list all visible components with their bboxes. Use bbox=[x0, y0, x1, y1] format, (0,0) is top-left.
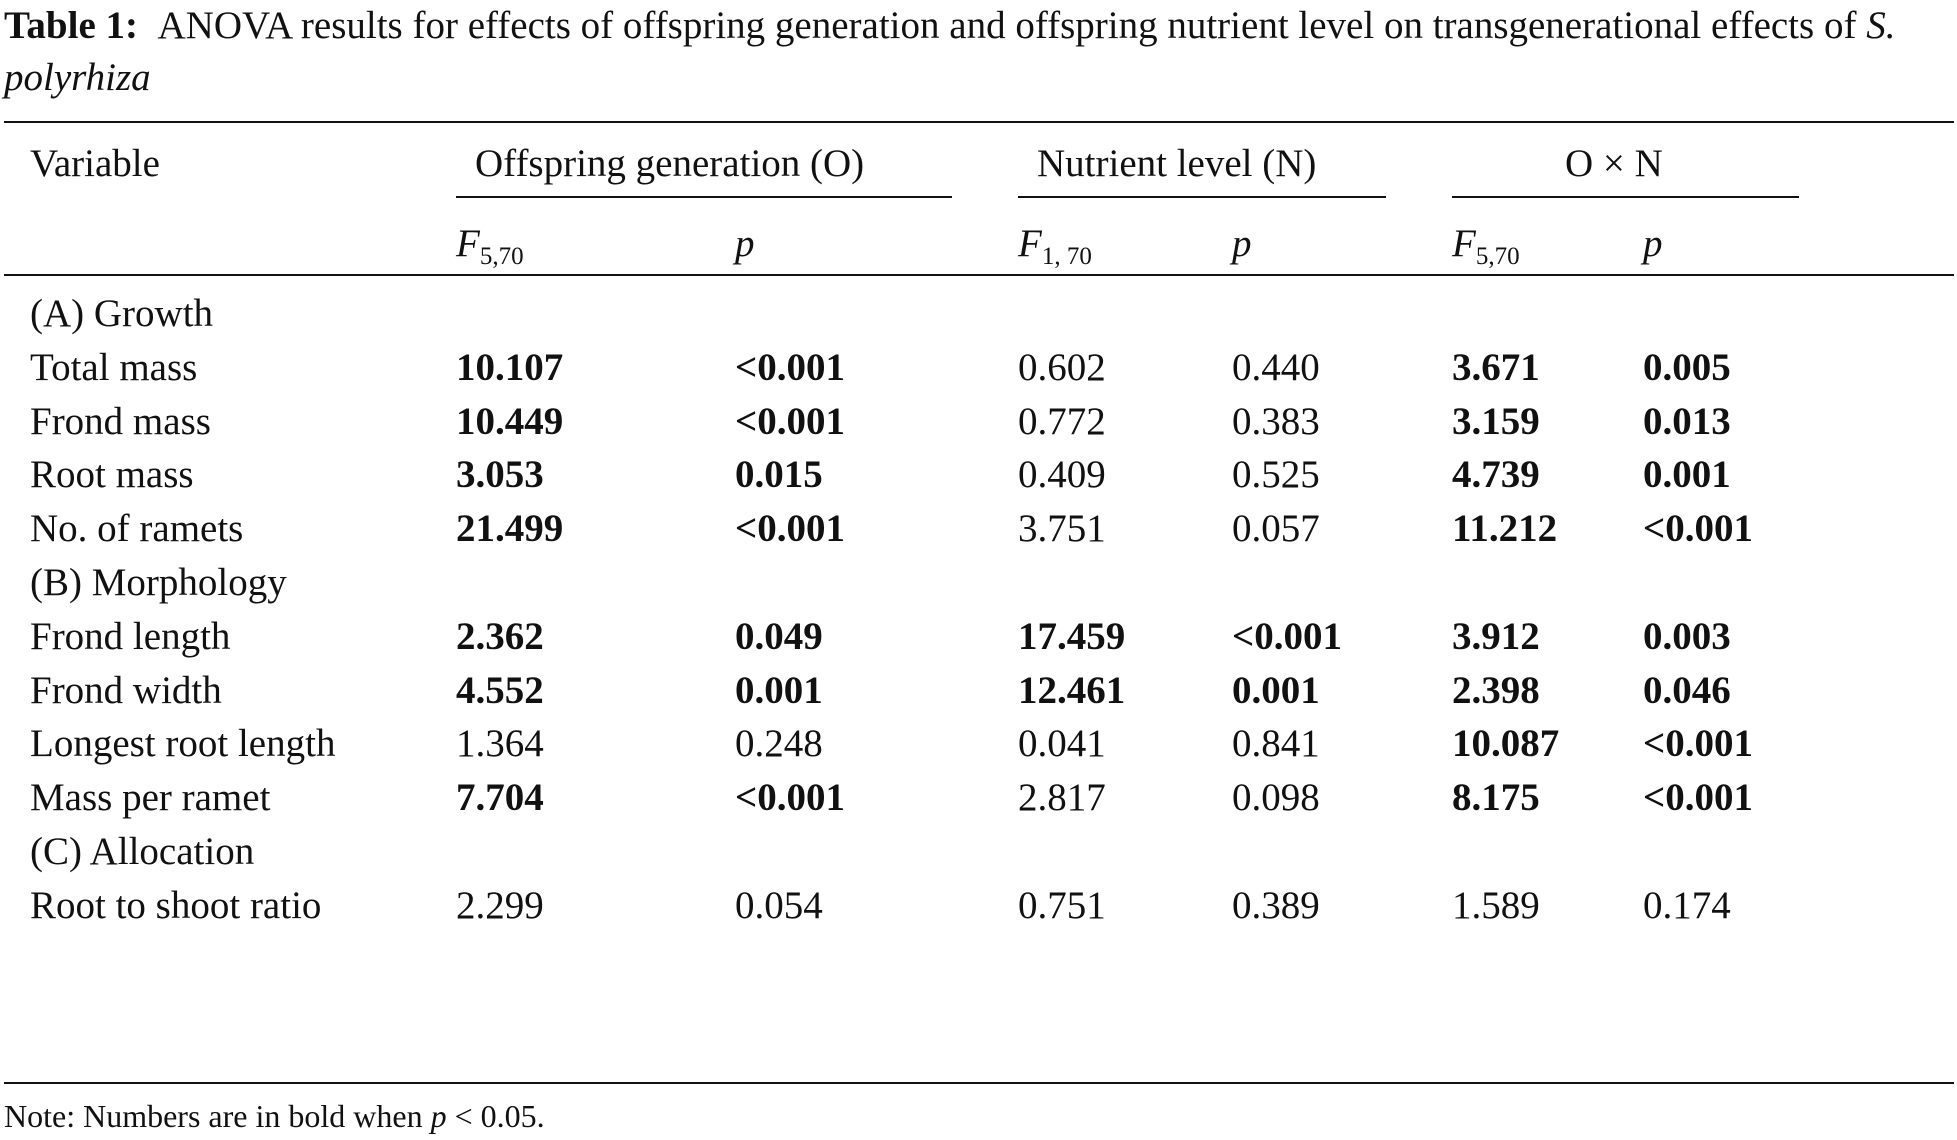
cell-p-interaction: <0.001 bbox=[1643, 722, 1753, 766]
cell-p-interaction: 0.001 bbox=[1643, 453, 1731, 497]
cell-p-nutrient: <0.001 bbox=[1232, 614, 1342, 658]
cell-f-offspring: 7.704 bbox=[456, 776, 544, 820]
row-label: Frond mass bbox=[30, 399, 211, 443]
row-label: No. of ramets bbox=[30, 507, 244, 551]
cell-p-interaction: 0.046 bbox=[1643, 668, 1731, 712]
row-label: Mass per ramet bbox=[30, 776, 271, 820]
cell-p-offspring: <0.001 bbox=[735, 399, 845, 443]
cell-p-offspring: 0.049 bbox=[735, 614, 823, 658]
cell-p-interaction: 0.013 bbox=[1643, 399, 1731, 443]
cell-f-offspring: 2.299 bbox=[456, 883, 544, 927]
cell-f-interaction: 3.912 bbox=[1452, 614, 1540, 658]
cell-p-interaction: <0.001 bbox=[1643, 507, 1753, 551]
row-label: Root mass bbox=[30, 453, 194, 497]
cell-f-offspring: 2.362 bbox=[456, 614, 544, 658]
cell-p-nutrient: 0.525 bbox=[1232, 453, 1320, 497]
cell-f-nutrient: 0.772 bbox=[1018, 399, 1106, 443]
cell-f-offspring: 3.053 bbox=[456, 453, 544, 497]
cell-p-interaction: 0.005 bbox=[1643, 345, 1731, 389]
cell-f-nutrient: 12.461 bbox=[1018, 668, 1126, 712]
cell-f-nutrient: 0.041 bbox=[1018, 722, 1106, 766]
row-label: Longest root length bbox=[30, 722, 336, 766]
cell-f-interaction: 4.739 bbox=[1452, 453, 1540, 497]
cell-f-interaction: 1.589 bbox=[1452, 883, 1540, 927]
cell-p-nutrient: 0.389 bbox=[1232, 883, 1320, 927]
cell-p-nutrient: 0.098 bbox=[1232, 776, 1320, 820]
header-variable: Variable bbox=[30, 142, 160, 185]
cell-p-interaction: 0.174 bbox=[1643, 883, 1731, 927]
header-group-offspring: Offspring generation (O) bbox=[475, 142, 865, 185]
cell-f-offspring: 10.107 bbox=[456, 345, 564, 389]
cell-f-interaction: 3.671 bbox=[1452, 345, 1540, 389]
cell-f-interaction: 2.398 bbox=[1452, 668, 1540, 712]
cell-f-offspring: 10.449 bbox=[456, 399, 564, 443]
cell-f-nutrient: 0.751 bbox=[1018, 883, 1106, 927]
caption-label: Table 1: bbox=[4, 4, 139, 47]
header-group-interaction: O × N bbox=[1565, 142, 1663, 185]
cell-p-nutrient: 0.001 bbox=[1232, 668, 1320, 712]
section-heading: (A) Growth bbox=[30, 292, 214, 335]
table-caption: Table 1: ANOVA results for effects of of… bbox=[4, 0, 1954, 104]
cell-f-nutrient: 0.602 bbox=[1018, 345, 1106, 389]
cell-p-offspring: <0.001 bbox=[735, 345, 845, 389]
cell-f-offspring: 21.499 bbox=[456, 507, 564, 551]
row-label: Total mass bbox=[30, 345, 198, 389]
cell-f-interaction: 8.175 bbox=[1452, 776, 1540, 820]
cell-f-interaction: 11.212 bbox=[1452, 507, 1558, 551]
cell-p-nutrient: 0.057 bbox=[1232, 507, 1320, 551]
section-heading: (B) Morphology bbox=[30, 561, 287, 604]
cell-f-nutrient: 3.751 bbox=[1018, 507, 1106, 551]
cell-p-offspring: 0.015 bbox=[735, 453, 823, 497]
cell-p-offspring: 0.248 bbox=[735, 722, 823, 766]
group-underline-interaction bbox=[1452, 196, 1799, 198]
cell-p-nutrient: 0.841 bbox=[1232, 722, 1320, 766]
subheader-p-offspring: p bbox=[735, 222, 755, 265]
table-note: Note: Numbers are in bold when p < 0.05. bbox=[4, 1098, 545, 1134]
section-heading: (C) Allocation bbox=[30, 830, 255, 873]
table-bottom-rule bbox=[4, 1082, 1954, 1084]
subheader-p-nutrient: p bbox=[1232, 222, 1252, 265]
caption-text: ANOVA results for effects of offspring g… bbox=[157, 4, 1857, 47]
subheader-f-offspring: F5,70 bbox=[456, 222, 524, 270]
cell-f-nutrient: 17.459 bbox=[1018, 614, 1126, 658]
cell-f-nutrient: 0.409 bbox=[1018, 453, 1106, 497]
row-label: Frond width bbox=[30, 668, 222, 712]
cell-f-nutrient: 2.817 bbox=[1018, 776, 1106, 820]
cell-f-offspring: 4.552 bbox=[456, 668, 544, 712]
row-label: Frond length bbox=[30, 614, 231, 658]
table-top-rule bbox=[4, 121, 1954, 123]
cell-p-nutrient: 0.440 bbox=[1232, 345, 1320, 389]
cell-f-offspring: 1.364 bbox=[456, 722, 544, 766]
subheader-f-nutrient: F1, 70 bbox=[1018, 222, 1092, 270]
cell-f-interaction: 10.087 bbox=[1452, 722, 1560, 766]
cell-p-nutrient: 0.383 bbox=[1232, 399, 1320, 443]
cell-p-offspring: 0.001 bbox=[735, 668, 823, 712]
cell-p-offspring: <0.001 bbox=[735, 507, 845, 551]
cell-p-interaction: 0.003 bbox=[1643, 614, 1731, 658]
subheader-f-interaction: F5,70 bbox=[1452, 222, 1520, 270]
group-underline-offspring bbox=[456, 196, 952, 198]
cell-f-interaction: 3.159 bbox=[1452, 399, 1540, 443]
cell-p-offspring: 0.054 bbox=[735, 883, 823, 927]
header-bottom-rule bbox=[4, 274, 1954, 276]
header-group-nutrient: Nutrient level (N) bbox=[1037, 142, 1317, 185]
cell-p-interaction: <0.001 bbox=[1643, 776, 1753, 820]
caption-species: S. polyrhiza bbox=[4, 4, 1896, 99]
cell-p-offspring: <0.001 bbox=[735, 776, 845, 820]
group-underline-nutrient bbox=[1018, 196, 1386, 198]
row-label: Root to shoot ratio bbox=[30, 883, 322, 927]
subheader-p-interaction: p bbox=[1643, 222, 1663, 265]
